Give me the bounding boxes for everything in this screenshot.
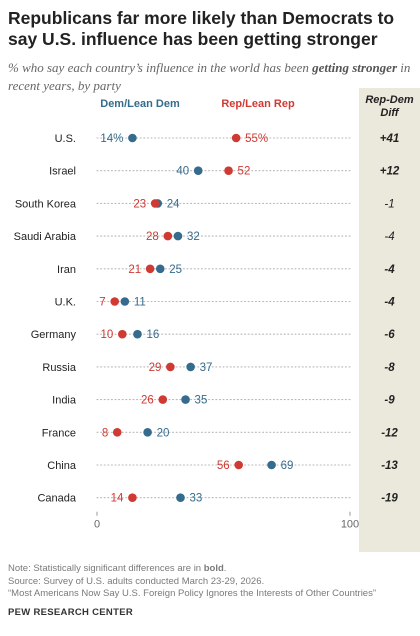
rep-dot [110, 297, 120, 306]
rep-dot [150, 199, 160, 208]
dem-dot [181, 395, 190, 404]
source-text: Source: Survey of U.S. adults conducted … [8, 575, 265, 587]
dem-dot [133, 329, 142, 339]
dem-value-label: 40 [176, 166, 189, 178]
diff-value: -1 [384, 198, 394, 210]
category-label: U.K. [55, 297, 76, 309]
chart-notes: Note: Statistically significant differen… [8, 563, 416, 601]
category-label: Canada [37, 493, 76, 505]
organization-label: PEW RESEARCH CENTER [8, 607, 133, 618]
note-text: Note: Statistically significant differen… [8, 563, 227, 574]
dem-value-label: 14% [100, 133, 123, 145]
rep-dot [158, 395, 168, 404]
dem-value-label: 33 [189, 493, 202, 505]
category-label: South Korea [15, 198, 77, 210]
dem-dot [267, 460, 276, 470]
dem-dot [155, 264, 165, 274]
rep-dot [234, 460, 243, 470]
dem-value-label: 16 [146, 329, 159, 341]
rep-value-label: 14 [111, 493, 124, 505]
diff-value: -6 [384, 329, 395, 341]
diff-header-line: Diff [380, 107, 399, 119]
rep-dot [231, 133, 241, 143]
rep-dot [128, 493, 137, 503]
dem-value-label: 35 [195, 395, 208, 407]
diff-value: -19 [381, 493, 398, 505]
dem-dot [143, 428, 152, 437]
rep-dot [163, 231, 173, 241]
dem-value-label: 25 [169, 264, 182, 276]
rep-value-label: 56 [217, 460, 230, 472]
rep-dot [112, 428, 122, 437]
dem-value-label: 69 [281, 460, 294, 472]
rep-dot [166, 362, 175, 372]
x-tick-label: 0 [94, 519, 100, 531]
diff-value: +12 [380, 166, 400, 178]
dem-dot [173, 231, 183, 241]
rep-value-label: 7 [99, 297, 105, 309]
dem-dot [193, 166, 203, 175]
category-label: France [42, 427, 76, 439]
category-label: U.S. [55, 133, 76, 145]
rep-value-label: 52 [238, 166, 251, 178]
dem-dot [186, 362, 195, 372]
legend-dem: Dem/Lean Dem [100, 98, 180, 110]
diff-value: -8 [384, 362, 395, 374]
category-label: Saudi Arabia [14, 231, 77, 243]
rep-value-label: 55% [245, 133, 268, 145]
diff-value: -4 [384, 297, 395, 309]
rep-dot [145, 264, 155, 274]
diff-value: -12 [381, 427, 398, 439]
rep-value-label: 8 [102, 427, 108, 439]
chart-title: Republicans far more likely than Democra… [8, 8, 395, 49]
rep-value-label: 29 [149, 362, 162, 374]
x-tick-label: 100 [341, 519, 359, 531]
diff-panel [359, 88, 420, 552]
report-title: “Most Americans Now Say U.S. Foreign Pol… [8, 588, 377, 599]
dem-value-label: 37 [200, 362, 213, 374]
category-label: Iran [57, 264, 76, 276]
dem-value-label: 24 [167, 198, 180, 210]
category-label: Russia [42, 362, 77, 374]
dem-dot [128, 133, 137, 143]
category-label: Israel [49, 166, 76, 178]
rep-value-label: 10 [101, 329, 114, 341]
diff-value: +41 [380, 133, 400, 145]
legend-rep: Rep/Lean Rep [221, 98, 295, 110]
rep-value-label: 26 [141, 395, 154, 407]
diff-value: -9 [384, 395, 395, 407]
dem-dot [176, 493, 185, 503]
rep-value-label: 23 [133, 198, 146, 210]
diff-header-line: Rep-Dem [365, 94, 414, 106]
rep-value-label: 28 [146, 231, 159, 243]
diff-value: -4 [384, 231, 394, 243]
category-label: Germany [31, 329, 77, 341]
chart-subtitle: % who say each country’s influence in th… [8, 60, 411, 93]
rep-value-label: 21 [128, 264, 141, 276]
dem-value-label: 11 [134, 297, 146, 309]
dem-value-label: 20 [157, 427, 170, 439]
rep-dot [118, 329, 127, 339]
dem-dot [120, 297, 130, 306]
category-label: India [52, 395, 77, 407]
diff-value: -13 [381, 460, 398, 472]
dem-value-label: 32 [187, 231, 200, 243]
diff-value: -4 [384, 264, 395, 276]
rep-dot [224, 166, 233, 175]
category-label: China [47, 460, 77, 472]
